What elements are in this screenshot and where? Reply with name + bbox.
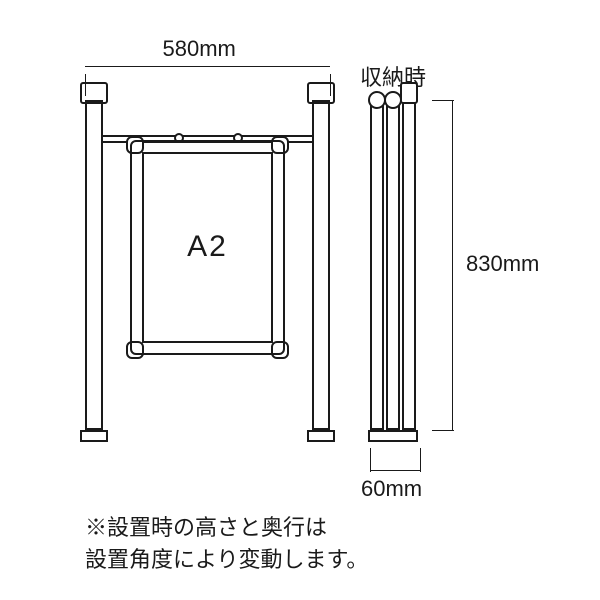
dim-depth-tick-r bbox=[420, 448, 421, 472]
note-line1: ※設置時の高さと奥行は bbox=[85, 510, 327, 542]
dim-width-tick-l bbox=[85, 74, 86, 96]
folded-channel-0 bbox=[370, 100, 384, 430]
folded-foot bbox=[368, 430, 418, 442]
left-foot bbox=[80, 430, 108, 442]
dim-depth-label: 60mm bbox=[361, 476, 422, 502]
dim-depth-tick-l bbox=[370, 448, 371, 472]
dim-depth-line bbox=[370, 470, 420, 471]
dim-width-tick-r bbox=[330, 74, 331, 96]
dim-width-line bbox=[85, 66, 330, 67]
right-foot bbox=[307, 430, 335, 442]
right-post bbox=[312, 100, 330, 430]
dim-height-tick-b bbox=[432, 430, 454, 431]
dim-height-label: 830mm bbox=[466, 251, 539, 277]
note-line2: 設置角度により変動します。 bbox=[85, 542, 368, 574]
folded-channel-1 bbox=[386, 100, 400, 430]
left-post bbox=[85, 100, 103, 430]
folded-post-cap bbox=[400, 82, 418, 104]
folded-channel-2 bbox=[402, 100, 416, 430]
dim-height-line bbox=[452, 100, 453, 430]
dim-height-tick-t bbox=[432, 100, 454, 101]
dimension-diagram: A2収納時580mm830mm60mm※設置時の高さと奥行は設置角度により変動し… bbox=[0, 0, 600, 600]
size-label: A2 bbox=[130, 230, 285, 264]
dim-width-label: 580mm bbox=[163, 36, 236, 62]
